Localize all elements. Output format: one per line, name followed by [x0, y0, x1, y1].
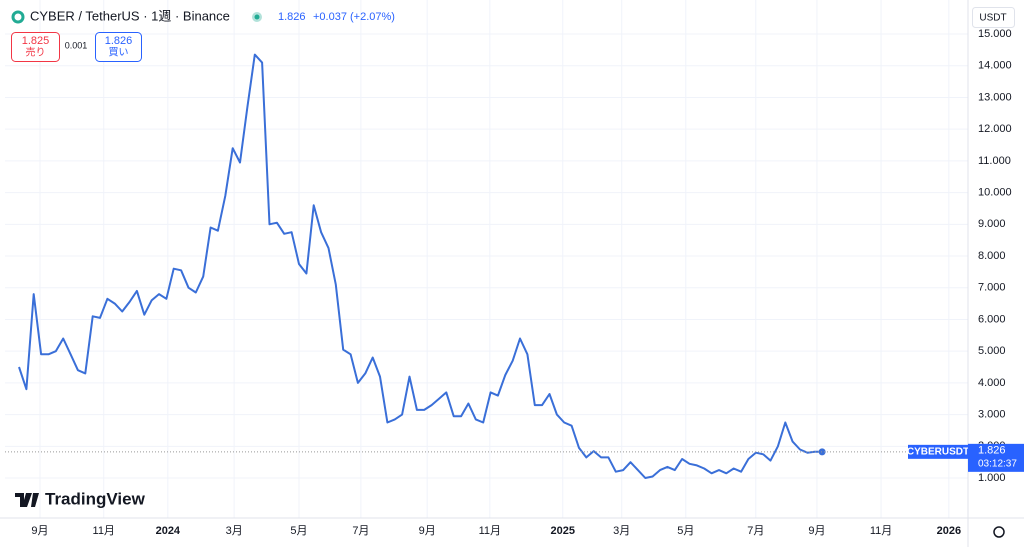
price-tag-symbol: CYBERUSDT [907, 446, 969, 457]
buy-button[interactable] [95, 32, 142, 62]
x-tick-label: 11月 [479, 525, 501, 537]
x-tick-label: 3月 [226, 525, 243, 537]
x-tick-label: 5月 [677, 525, 694, 537]
x-tick-label: 9月 [808, 525, 825, 537]
price-change: +0.037 (+2.07%) [313, 11, 395, 23]
price-tag-countdown: 03:12:37 [978, 458, 1017, 469]
x-tick-label: 9月 [419, 525, 436, 537]
sell-button[interactable] [11, 32, 60, 62]
y-tick-label: 11.000 [978, 155, 1011, 167]
x-tick-label: 11月 [93, 525, 115, 537]
x-tick-label: 7月 [352, 525, 369, 537]
y-tick-label: 5.000 [978, 345, 1006, 357]
price-tag [968, 443, 1024, 472]
price-tag [908, 444, 968, 459]
x-tick-label: 2026 [937, 525, 961, 537]
price-tag-price: 1.826 [978, 445, 1006, 457]
x-tick-label: 2024 [156, 525, 181, 537]
symbol-logo [11, 10, 25, 24]
x-tick-label: 9月 [31, 525, 48, 537]
brand-logo [15, 493, 39, 507]
y-tick-label: 4.000 [978, 377, 1006, 389]
y-tick-label: 7.000 [978, 282, 1006, 294]
x-tick-label: 7月 [747, 525, 764, 537]
spread: 0.001 [65, 40, 88, 50]
settings-icon[interactable] [993, 526, 1005, 538]
symbol-title[interactable]: CYBER / TetherUS · 1週 · Binance [30, 8, 230, 23]
x-tick-label: 3月 [613, 525, 630, 537]
brand: TradingView [45, 489, 146, 508]
buy-label: 買い [109, 47, 129, 59]
x-tick-label: 11月 [870, 525, 892, 537]
currency-button[interactable] [972, 7, 1015, 28]
y-tick-label: 13.000 [978, 91, 1012, 103]
grid [5, 0, 968, 518]
plot [18, 53, 826, 479]
y-tick-label: 15.000 [978, 28, 1012, 40]
y-tick-label: 3.000 [978, 409, 1006, 421]
y-tick-label: 6.000 [978, 313, 1006, 325]
last-point [818, 448, 826, 456]
last-price: 1.826 [278, 11, 306, 23]
price-line [18, 53, 823, 479]
market-status [254, 14, 260, 20]
y-tick-label: 12.000 [978, 123, 1012, 135]
y-tick-label: 1.000 [978, 472, 1006, 484]
x-tick-label: 5月 [290, 525, 307, 537]
y-tick-label: 8.000 [978, 250, 1006, 262]
currency: USDT [979, 13, 1006, 24]
sell-label: 売り [26, 46, 46, 59]
y-tick-label: 14.000 [978, 60, 1012, 72]
buy-price: 1.826 [105, 35, 133, 47]
sell-price: 1.825 [22, 35, 50, 47]
x-tick-label: 2025 [551, 525, 575, 537]
y-tick-label: 10.000 [978, 187, 1012, 199]
y-tick-label: 9.000 [978, 218, 1006, 230]
